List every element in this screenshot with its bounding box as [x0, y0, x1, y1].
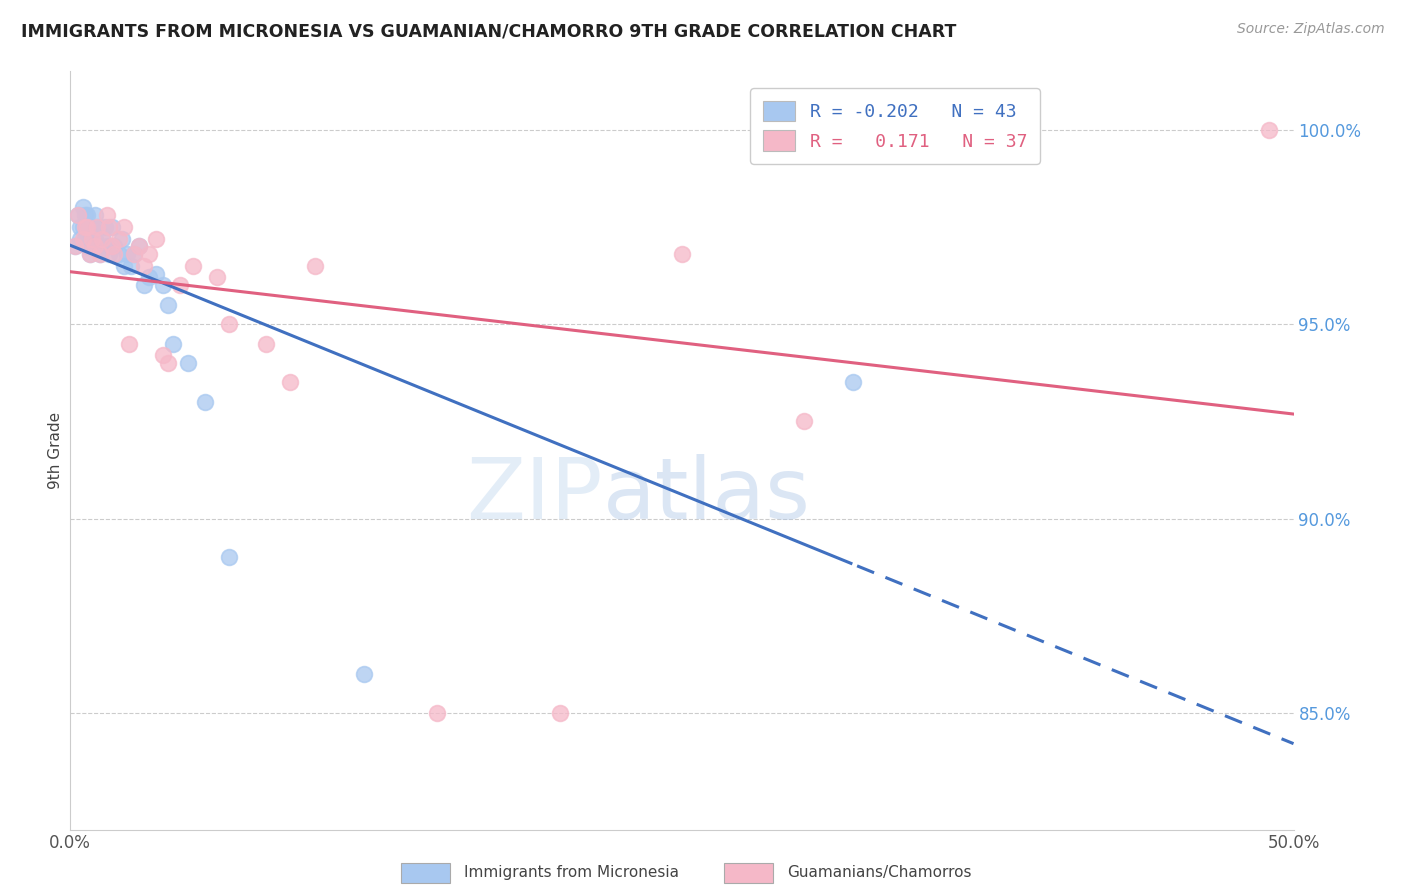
Point: [72, 219, 94, 234]
Point: [128, 239, 150, 253]
Point: [157, 298, 180, 312]
Point: [86, 219, 108, 234]
Point: [96, 208, 118, 222]
Point: [145, 231, 167, 245]
Point: [91, 231, 114, 245]
Point: [76, 219, 98, 234]
Point: [1258, 122, 1281, 136]
Point: [98, 219, 121, 234]
Point: [304, 259, 326, 273]
Point: [671, 247, 693, 261]
Point: [132, 259, 155, 273]
Point: [101, 219, 124, 234]
Point: [132, 278, 155, 293]
Point: [138, 270, 160, 285]
Point: [69, 219, 91, 234]
Point: [122, 247, 145, 261]
Point: [218, 317, 240, 331]
Point: [169, 278, 191, 293]
Point: [76, 219, 98, 234]
Point: [76, 239, 98, 253]
Point: [128, 239, 150, 253]
Point: [73, 231, 96, 245]
Point: [66, 208, 89, 222]
Point: [83, 231, 105, 245]
Point: [82, 231, 104, 245]
Text: Immigrants from Micronesia: Immigrants from Micronesia: [464, 865, 679, 880]
Point: [101, 239, 124, 253]
Point: [83, 239, 105, 253]
Point: [254, 336, 277, 351]
Point: [138, 247, 160, 261]
Point: [108, 231, 131, 245]
Point: [89, 247, 111, 261]
Point: [162, 336, 184, 351]
Point: [115, 247, 138, 261]
Point: [79, 227, 101, 242]
Point: [79, 247, 101, 261]
Point: [157, 356, 180, 370]
Point: [82, 219, 104, 234]
Point: [76, 208, 98, 222]
Point: [177, 356, 200, 370]
Point: [73, 208, 96, 222]
Point: [66, 208, 89, 222]
Point: [280, 376, 302, 390]
Text: Source: ZipAtlas.com: Source: ZipAtlas.com: [1237, 22, 1385, 37]
Point: [98, 247, 121, 261]
Point: [103, 247, 125, 261]
Text: atlas: atlas: [602, 454, 810, 538]
Point: [121, 259, 143, 273]
Point: [181, 259, 204, 273]
Point: [111, 231, 134, 245]
Point: [103, 239, 125, 253]
Point: [118, 336, 141, 351]
Point: [96, 239, 118, 253]
Point: [63, 239, 86, 253]
Point: [72, 231, 94, 245]
Y-axis label: 9th Grade: 9th Grade: [48, 412, 63, 489]
Point: [842, 376, 865, 390]
Point: [73, 219, 96, 234]
Point: [89, 239, 111, 253]
Point: [86, 219, 108, 234]
Point: [79, 247, 101, 261]
Point: [112, 219, 135, 234]
Legend: R = -0.202   N = 43, R =   0.171   N = 37: R = -0.202 N = 43, R = 0.171 N = 37: [751, 88, 1040, 164]
Point: [145, 267, 167, 281]
Point: [108, 247, 131, 261]
Point: [793, 414, 815, 428]
Point: [122, 247, 145, 261]
Point: [93, 219, 115, 234]
Point: [218, 550, 240, 565]
Text: IMMIGRANTS FROM MICRONESIA VS GUAMANIAN/CHAMORRO 9TH GRADE CORRELATION CHART: IMMIGRANTS FROM MICRONESIA VS GUAMANIAN/…: [21, 22, 956, 40]
Point: [72, 201, 94, 215]
Point: [152, 278, 174, 293]
Point: [353, 667, 375, 681]
Text: Guamanians/Chamorros: Guamanians/Chamorros: [787, 865, 972, 880]
Point: [205, 270, 228, 285]
Text: ZIP: ZIP: [465, 454, 602, 538]
Point: [194, 395, 217, 409]
Point: [152, 348, 174, 362]
Point: [426, 706, 449, 720]
Point: [91, 227, 114, 242]
Point: [89, 247, 111, 261]
Point: [112, 259, 135, 273]
Point: [63, 239, 86, 253]
Point: [548, 706, 571, 720]
Point: [83, 208, 105, 222]
Point: [69, 231, 91, 245]
